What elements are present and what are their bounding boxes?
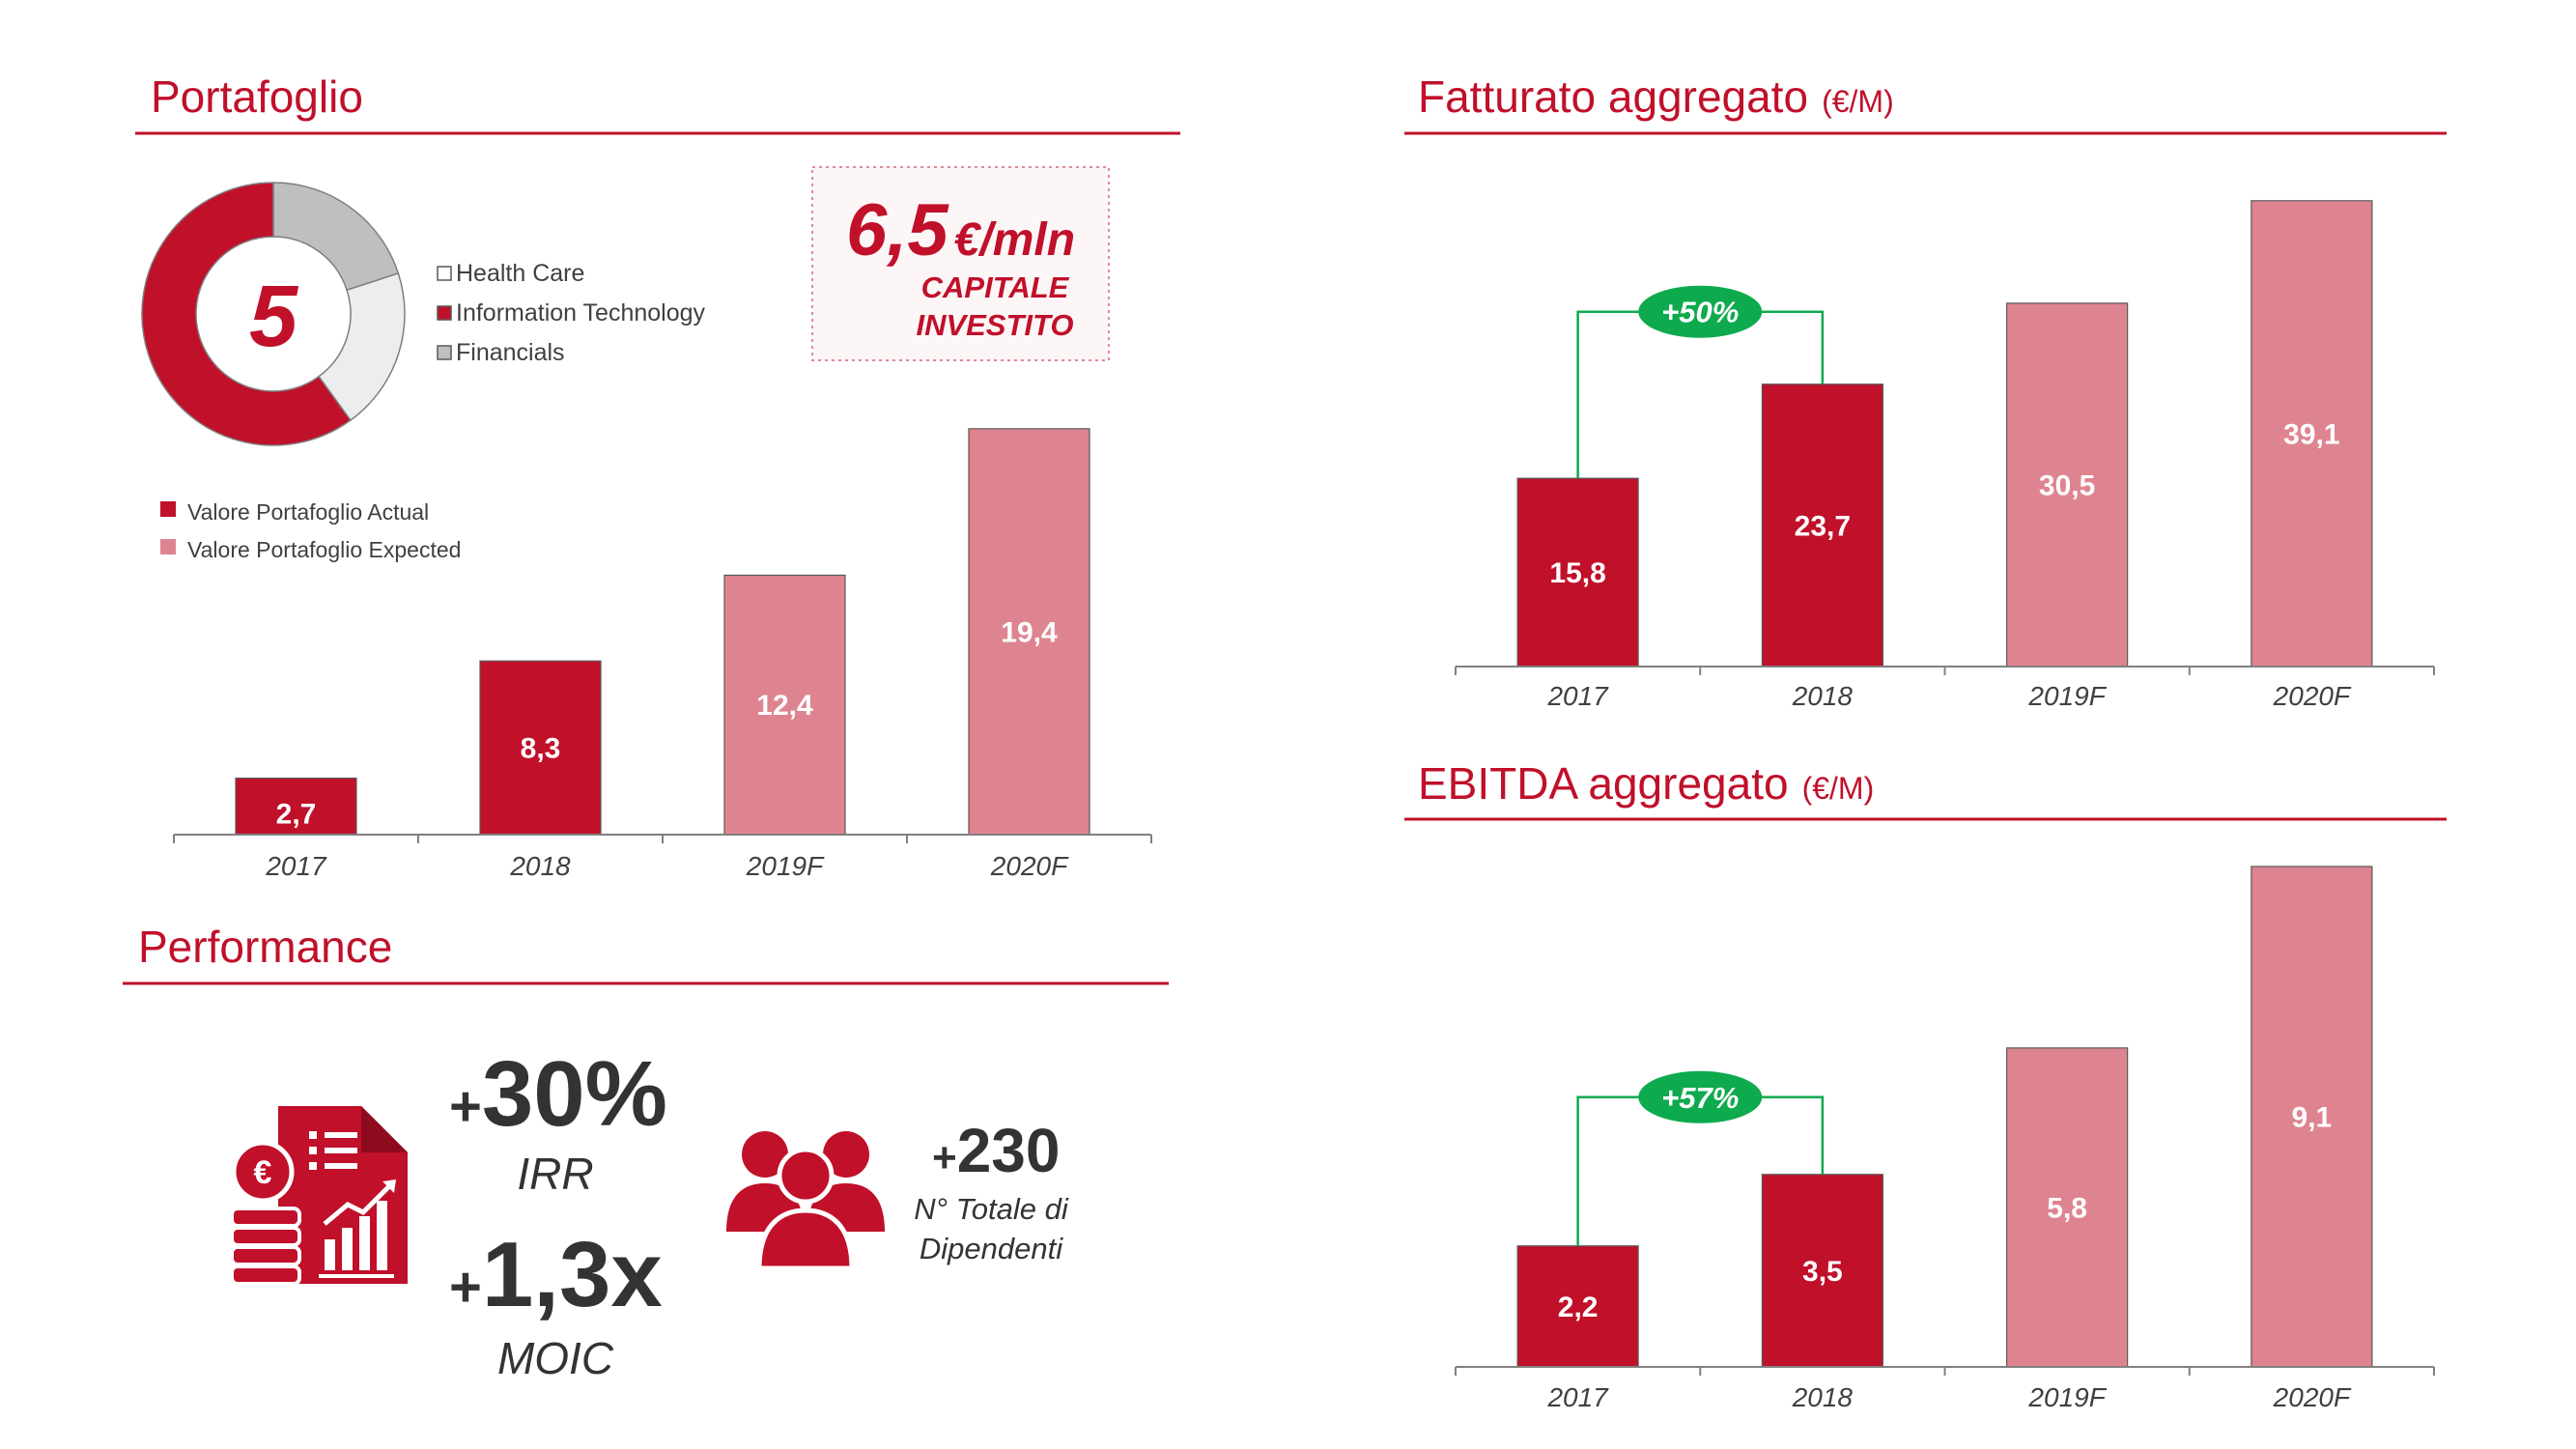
capitale-value: 6,5 €/mln [846, 189, 1075, 271]
capitale-label-1: CAPITALE [921, 270, 1070, 304]
ebitda-bar-2018 [1761, 1174, 1883, 1368]
moic-number: 1,3x [482, 1223, 663, 1326]
donut-segment-information-technology [141, 182, 352, 446]
donut-legend: Health Care Information Technology Finan… [437, 260, 706, 366]
ebitda-category-label: 2018 [1792, 1382, 1854, 1412]
legend-swatch-actual [160, 501, 176, 517]
moic-value: +1,3x [449, 1223, 663, 1326]
portafoglio-value-label: 2,7 [276, 798, 317, 830]
legend-label-expected: Valore Portafoglio Expected [187, 537, 461, 562]
section-title-performance: Performance [138, 922, 392, 972]
ebitda-category-label: 2017 [1546, 1382, 1609, 1412]
portafoglio-category-label: 2018 [509, 851, 571, 881]
legend-label-information-technology: Information Technology [456, 299, 706, 327]
ebitda-growth-label: +57% [1661, 1081, 1739, 1115]
ebitda-category-label: 2020F [2273, 1382, 2352, 1412]
ebitda-category-label: 2019F [2027, 1382, 2107, 1412]
ebitda-value-label: 5,8 [2047, 1192, 2087, 1224]
portafoglio-bar-2018 [479, 660, 602, 836]
capitale-unit: €/mln [954, 214, 1075, 266]
portafoglio-category-label: 2020F [990, 851, 1069, 881]
employees-prefix: + [932, 1134, 957, 1181]
fatturato-bar-2018 [1761, 384, 1883, 668]
legend-swatch-expected [160, 539, 176, 554]
section-unit-fatturato: (€/M) [1822, 84, 1894, 119]
fatturato-value-label: 23,7 [1795, 510, 1851, 542]
ebitda-bar-2017 [1516, 1245, 1639, 1368]
section-unit-ebitda: (€/M) [1802, 771, 1875, 806]
irr-prefix: + [449, 1075, 482, 1138]
ebitda-value-label: 3,5 [1802, 1256, 1843, 1288]
capitale-investito-card: 6,5 €/mln CAPITALE INVESTITO [811, 166, 1110, 361]
ebitda-value-label: 9,1 [2292, 1102, 2333, 1134]
donut-center-value: 5 [249, 269, 299, 365]
legend-swatch-information-technology [437, 305, 452, 321]
employees-value: +230 [932, 1116, 1060, 1185]
portafoglio-bar-2020f [968, 428, 1090, 836]
portafoglio-category-label: 2017 [265, 851, 327, 881]
employees-number: 230 [957, 1116, 1061, 1185]
fatturato-value-label: 39,1 [2283, 418, 2339, 450]
capitale-number: 6,5 [846, 189, 949, 271]
capitale-card-border [811, 166, 1110, 361]
portafoglio-bar-chart: 2,7 2017 8,3 2018 12,4 2019F 19,4 2020F [173, 428, 1152, 881]
section-title-ebitda: EBITDA aggregato (€/M) [1418, 758, 1874, 809]
capitale-label-2: INVESTITO [916, 308, 1073, 342]
employees-label-1: N° Totale di [914, 1192, 1069, 1226]
portfolio-donut-chart [141, 182, 406, 446]
irr-number: 30% [482, 1042, 667, 1146]
legend-label-health-care: Health Care [456, 260, 584, 287]
fatturato-bar-2019f [2006, 302, 2129, 668]
portafoglio-bar-2017 [235, 777, 357, 836]
portafoglio-category-label: 2019F [746, 851, 825, 881]
portafoglio-value-label: 8,3 [521, 733, 561, 765]
ebitda-growth-badge [1638, 1070, 1763, 1123]
irr-value: +30% [449, 1042, 667, 1146]
legend-label-financials: Financials [456, 339, 565, 366]
moic-label: MOIC [497, 1333, 614, 1383]
section-title-fatturato: Fatturato aggregato (€/M) [1418, 71, 1894, 122]
section-title-fatturato-text: Fatturato aggregato [1418, 71, 1808, 122]
legend-label-actual: Valore Portafoglio Actual [187, 499, 429, 525]
fatturato-category-label: 2019F [2027, 681, 2107, 711]
people-group-icon [726, 1131, 885, 1271]
svg-text:€: € [254, 1154, 272, 1191]
fatturato-category-label: 2020F [2273, 681, 2352, 711]
fatturato-value-label: 15,8 [1549, 557, 1605, 589]
ebitda-bar-2020f [2250, 866, 2373, 1368]
fatturato-bar-chart: 15,8 2017 23,7 2018 30,5 2019F 39,1 2020F +50% [1455, 200, 2435, 711]
section-title-portafoglio: Portafoglio [151, 71, 363, 122]
portafoglio-bar-legend: Valore Portafoglio Actual Valore Portafo… [160, 499, 461, 562]
irr-label: IRR [517, 1149, 593, 1199]
ebitda-bar-chart: 2,2 2017 3,5 2018 5,8 2019F 9,1 2020F +57% [1455, 866, 2435, 1412]
fatturato-category-label: 2017 [1546, 681, 1609, 711]
finance-report-icon: € [230, 1106, 408, 1286]
moic-prefix: + [449, 1256, 482, 1319]
portafoglio-value-label: 12,4 [756, 690, 813, 722]
ebitda-bar-2019f [2006, 1047, 2129, 1368]
portafoglio-bar-2019f [723, 574, 846, 836]
section-title-ebitda-text: EBITDA aggregato [1418, 758, 1789, 809]
portafoglio-value-label: 19,4 [1001, 616, 1058, 648]
employees-label-2: Dipendenti [920, 1232, 1063, 1265]
fatturato-category-label: 2018 [1792, 681, 1854, 711]
fatturato-value-label: 30,5 [2039, 469, 2095, 501]
ebitda-value-label: 2,2 [1558, 1292, 1599, 1323]
fatturato-growth-badge [1638, 285, 1763, 338]
fatturato-growth-label: +50% [1661, 296, 1739, 329]
legend-swatch-health-care [437, 266, 452, 281]
legend-swatch-financials [437, 345, 452, 360]
